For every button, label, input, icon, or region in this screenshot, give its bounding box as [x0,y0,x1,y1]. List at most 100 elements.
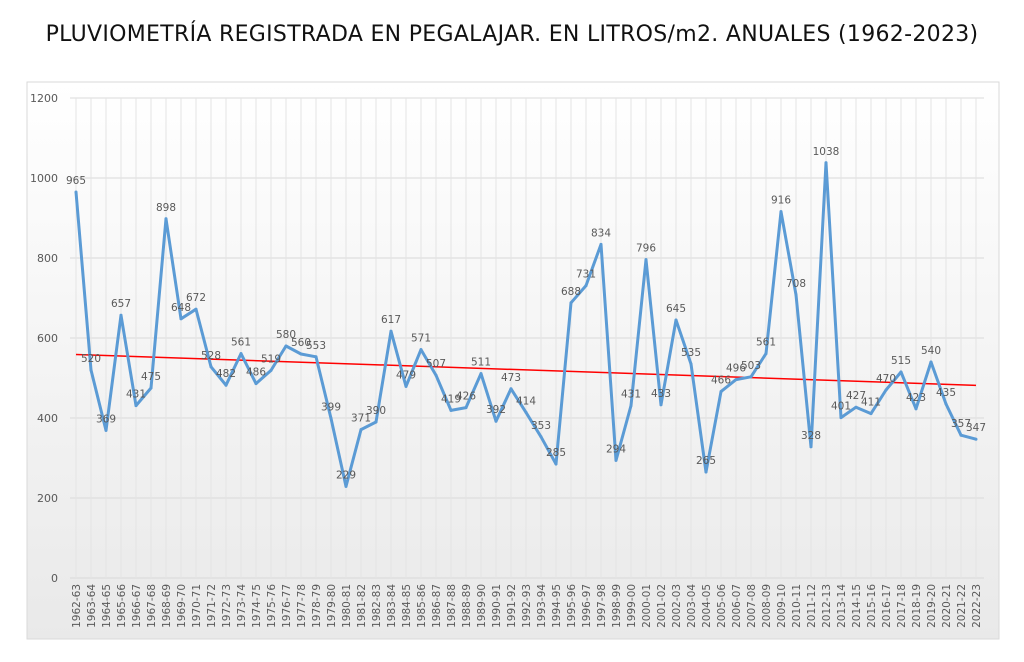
data-point [149,386,153,390]
data-point [629,404,633,408]
data-label: 561 [231,337,251,349]
data-point [614,458,618,462]
x-tick-label: 1988-89 [461,584,473,628]
x-tick-label: 1965-66 [116,584,128,628]
data-label: 353 [531,420,551,432]
data-label: 411 [861,397,881,409]
chart-frame [26,81,1000,640]
x-tick-label: 2017-18 [896,584,908,628]
data-point [914,407,918,411]
x-tick-label: 1968-69 [161,584,173,628]
x-tick-label: 1996-97 [581,584,593,628]
x-tick-label: 1980-81 [341,584,353,628]
x-tick-label: 1987-88 [446,584,458,628]
data-point [854,405,858,409]
data-label: 503 [741,360,761,372]
data-point [659,403,663,407]
x-tick-label: 2007-08 [746,584,758,628]
x-tick-label: 2011-12 [806,584,818,628]
data-point [839,416,843,420]
data-point [134,404,138,408]
x-tick-label: 1969-70 [176,584,188,628]
data-label: 486 [246,367,266,379]
data-label: 229 [336,469,356,481]
data-label: 433 [651,388,671,400]
x-tick-label: 1990-91 [491,584,503,628]
trendline [75,353,977,387]
data-point [299,352,303,356]
data-point [254,382,258,386]
x-tick-label: 1964-65 [101,584,113,628]
data-point [764,352,768,356]
x-tick-label: 2008-09 [761,584,773,628]
x-tick-label: 1991-92 [506,584,518,628]
data-point [794,293,798,297]
data-label: 965 [66,175,86,187]
x-tick-label: 1975-76 [266,584,278,628]
data-label: 657 [111,298,131,310]
data-label: 519 [261,353,281,365]
data-point [479,372,483,376]
data-label: 470 [876,373,896,385]
data-label: 617 [381,314,401,326]
data-label: 898 [156,202,176,214]
data-point [449,408,453,412]
data-label: 475 [141,371,161,383]
x-tick-label: 2001-02 [656,584,668,628]
data-point [704,470,708,474]
data-point [419,348,423,352]
data-label: 511 [471,357,491,369]
x-tick-label: 1970-71 [191,584,203,628]
data-point [509,387,513,391]
data-point [344,484,348,488]
data-point [599,242,603,246]
data-label: 399 [321,401,341,413]
data-label: 369 [96,413,116,425]
data-point [404,384,408,388]
x-tick-label: 2014-15 [851,584,863,628]
x-tick-label: 1978-79 [311,584,323,628]
data-point [209,365,213,369]
data-label: 435 [936,387,956,399]
data-label: 916 [771,195,791,207]
x-tick-label: 2002-03 [671,584,683,628]
data-label: 496 [726,363,746,375]
x-tick-label: 2003-04 [686,584,698,628]
data-label: 796 [636,243,656,255]
data-label: 423 [906,392,926,404]
data-label: 392 [486,404,506,416]
x-tick-label: 2019-20 [926,584,938,628]
data-point [104,428,108,432]
data-point [239,352,243,356]
x-tick-label: 1983-84 [386,584,398,628]
data-point [929,360,933,364]
data-point [389,329,393,333]
data-label: 528 [201,350,221,362]
data-label: 414 [516,395,536,407]
data-label: 1038 [813,146,840,158]
data-point [194,307,198,311]
x-tick-label: 1976-77 [281,584,293,628]
data-label: 427 [846,390,866,402]
y-tick-label: 600 [37,332,58,345]
x-tick-label: 1967-68 [146,584,158,628]
data-point [644,258,648,262]
data-label: 515 [891,355,911,367]
data-label: 672 [186,292,206,304]
x-tick-label: 1986-87 [431,584,443,628]
data-point [74,190,78,194]
data-label: 431 [621,389,641,401]
data-point [689,362,693,366]
x-tick-label: 1972-73 [221,584,233,628]
y-tick-label: 1200 [30,92,58,105]
data-label: 580 [276,329,296,341]
x-tick-label: 1999-00 [626,584,638,628]
data-label: 431 [126,389,146,401]
x-tick-label: 1966-67 [131,584,143,628]
x-tick-label: 2016-17 [881,584,893,628]
x-tick-label: 2010-11 [791,584,803,628]
y-tick-label: 0 [51,572,58,585]
y-tick-label: 800 [37,252,58,265]
data-point [164,217,168,221]
x-tick-label: 1997-98 [596,584,608,628]
